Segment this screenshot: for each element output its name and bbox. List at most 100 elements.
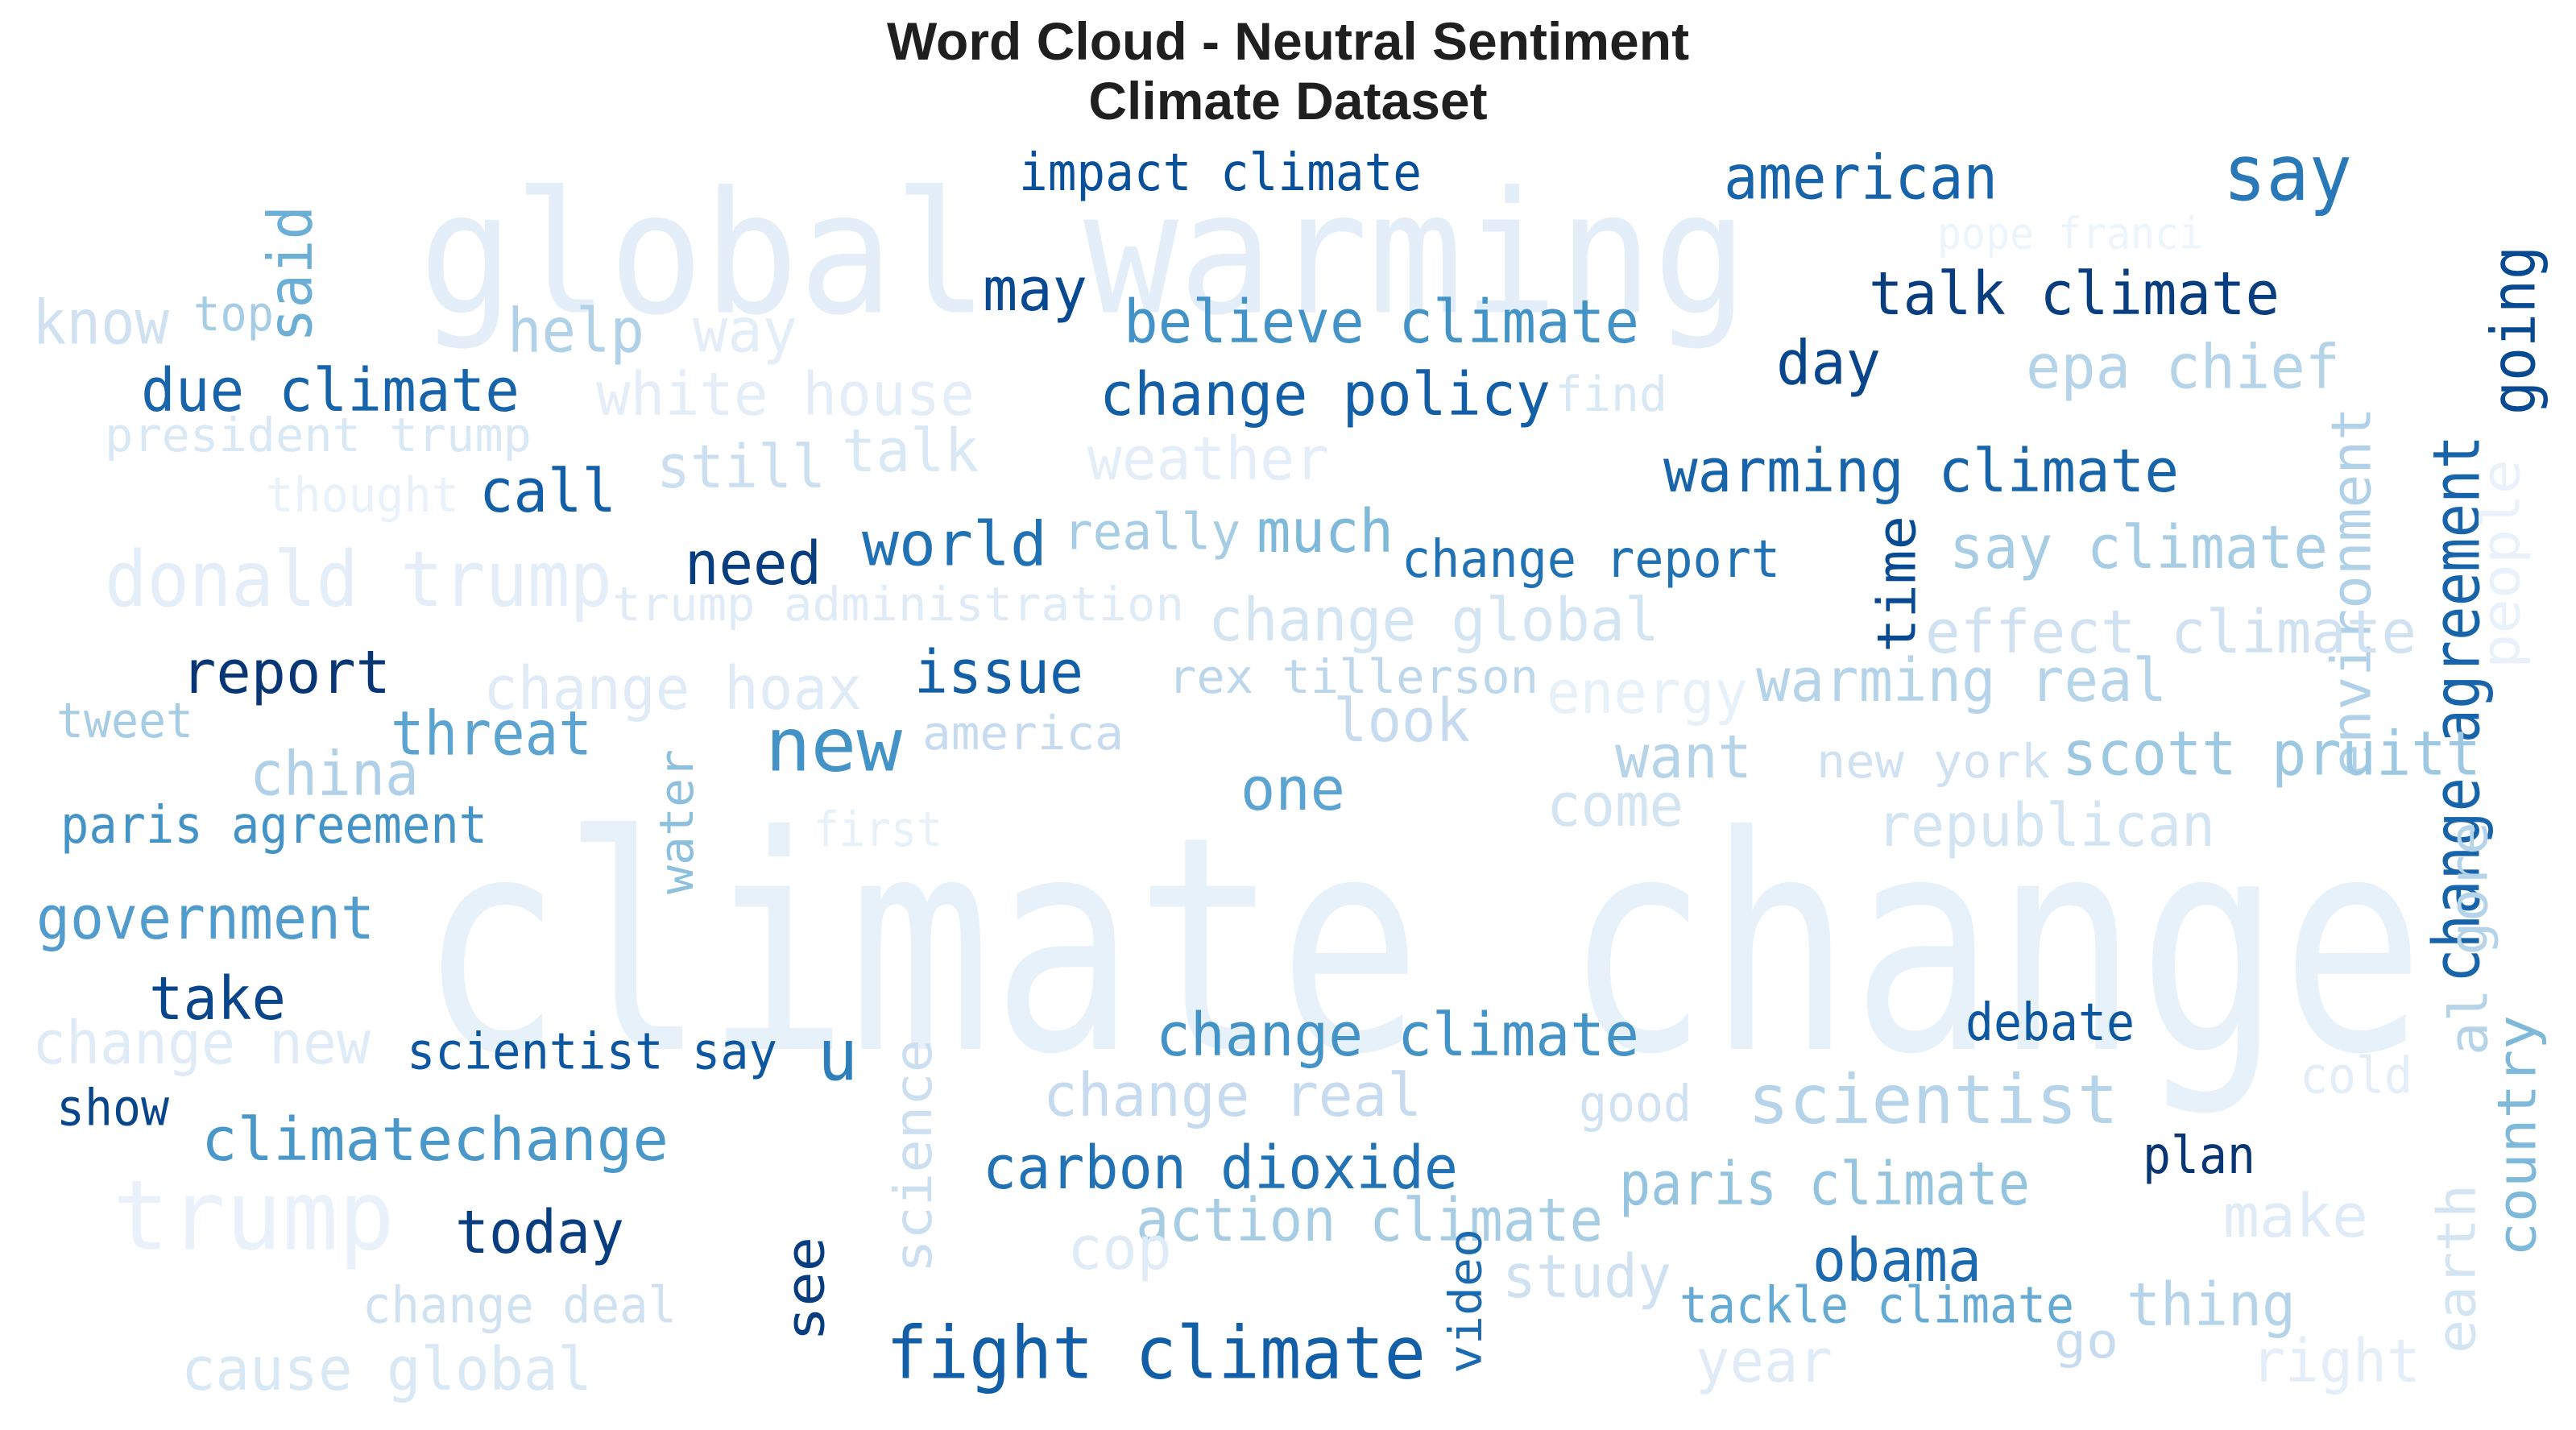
chart-title-block: Word Cloud - Neutral Sentiment Climate D… — [0, 11, 2576, 131]
word-change-real: change real — [1043, 1061, 1422, 1130]
word-american: american — [1724, 142, 1998, 213]
word-thought: thought — [266, 467, 459, 524]
word-environment: environment — [2321, 407, 2384, 777]
word-going: going — [2478, 246, 2549, 415]
word-al-gore: al gore — [2438, 822, 2500, 1055]
word-thing: thing — [2127, 1270, 2296, 1340]
word-u: u — [818, 1014, 858, 1097]
word-cop: cop — [1067, 1214, 1172, 1283]
word-say-climate: say climate — [1949, 513, 2328, 582]
word-talk-climate: talk climate — [1869, 259, 2280, 329]
word-president-trump: president trump — [105, 408, 532, 462]
word-today: today — [455, 1198, 624, 1267]
word-warming-climate: warming climate — [1663, 437, 2179, 506]
word-help: help — [507, 295, 644, 367]
word-action-climate: action climate — [1136, 1186, 1603, 1255]
word-know: know — [32, 287, 169, 359]
word-good: good — [1579, 1075, 1692, 1134]
word-really: really — [1063, 503, 1240, 562]
word-climatechange: climatechange — [201, 1105, 669, 1175]
word-country: country — [2487, 1015, 2549, 1257]
word-science: science — [884, 1039, 944, 1273]
word-take: take — [149, 964, 286, 1034]
word-impact-climate: impact climate — [1019, 143, 1422, 203]
word-world: world — [862, 508, 1047, 580]
word-change-report: change report — [1402, 530, 1780, 590]
word-report: report — [181, 638, 391, 707]
word-earth: earth — [2426, 1184, 2488, 1353]
word-change-new: change new — [32, 1009, 371, 1078]
word-study: study — [1502, 1242, 1671, 1312]
word-change-hoax: change hoax — [483, 654, 862, 723]
word-obama: obama — [1812, 1226, 1982, 1295]
word-see: see — [775, 1237, 837, 1341]
word-come: come — [1547, 771, 1684, 840]
word-threat: threat — [391, 698, 592, 769]
chart-subtitle: Climate Dataset — [1088, 71, 1488, 131]
word-right: right — [2251, 1327, 2421, 1396]
word-much: much — [1257, 497, 1394, 566]
word-show: show — [56, 1079, 170, 1138]
word-government: government — [36, 884, 375, 953]
word-pope-franci: pope franci — [1937, 209, 2203, 259]
word-debate: debate — [1965, 993, 2135, 1053]
word-scientist: scientist — [1748, 1060, 2118, 1139]
word-scott-pruitt: scott pruitt — [2062, 718, 2481, 790]
word-change-deal: change deal — [362, 1276, 677, 1335]
word-paris-climate: paris climate — [1619, 1150, 2030, 1219]
word-cold: cold — [2300, 1047, 2412, 1105]
word-call: call — [479, 457, 616, 526]
word-look: look — [1333, 686, 1470, 756]
word-change-agreement: change agreement — [2420, 435, 2495, 983]
chart-title: Word Cloud - Neutral Sentiment — [886, 11, 1690, 71]
word-donald-trump: donald trump — [105, 536, 612, 624]
word-need: need — [685, 529, 822, 599]
word-tweet: tweet — [56, 693, 193, 749]
word-top: top — [193, 286, 274, 342]
word-said: said — [255, 205, 326, 342]
word-carbon-dioxide: carbon dioxide — [983, 1134, 1458, 1203]
word-one: one — [1240, 755, 1345, 824]
word-change-global: change global — [1208, 586, 1659, 655]
word-rex-tillerson: rex tillerson — [1168, 649, 1539, 704]
word-weather: weather — [1087, 425, 1329, 494]
word-year: year — [1696, 1327, 1833, 1396]
word-day: day — [1776, 327, 1881, 399]
word-believe-climate: believe climate — [1124, 288, 1639, 357]
word-plan: plan — [2143, 1126, 2255, 1186]
word-due-climate: due climate — [141, 356, 520, 425]
word-trump: trump — [113, 1161, 395, 1273]
word-say: say — [2223, 128, 2352, 218]
word-america: america — [922, 706, 1124, 761]
word-new: new — [765, 703, 903, 789]
word-people: people — [2470, 459, 2533, 669]
word-climate-change: climate change — [419, 773, 2425, 1120]
word-warming-real: warming real — [1756, 646, 2167, 715]
word-fight-climate: fight climate — [886, 1312, 1426, 1396]
word-effect-climate: effect climate — [1925, 598, 2417, 667]
word-want: want — [1615, 723, 1752, 792]
word-trump-administration: trump administration — [612, 577, 1184, 632]
word-new-york: new york — [1816, 734, 2050, 789]
word-first: first — [814, 802, 942, 858]
word-water: water — [649, 749, 704, 894]
word-find: find — [1555, 367, 1667, 423]
word-paris-agreement: paris agreement — [60, 796, 487, 856]
word-may: may — [983, 255, 1087, 325]
word-energy: energy — [1547, 658, 1748, 727]
word-still: still — [656, 433, 826, 502]
word-white-house: white house — [596, 360, 975, 429]
word-way: way — [693, 295, 797, 367]
word-global-warming: global warming — [419, 155, 1748, 353]
word-tackle-climate: tackle climate — [1679, 1276, 2074, 1335]
word-change-policy: change policy — [1100, 360, 1551, 429]
word-scientist-say: scientist say — [407, 1022, 777, 1081]
word-video: video — [1440, 1229, 1493, 1374]
word-make: make — [2223, 1182, 2368, 1251]
word-talk: talk — [842, 417, 979, 486]
word-republican: republican — [1877, 791, 2215, 860]
word-change-climate: change climate — [1156, 1001, 1639, 1070]
word-china: china — [250, 738, 419, 810]
word-time: time — [1866, 516, 1928, 653]
